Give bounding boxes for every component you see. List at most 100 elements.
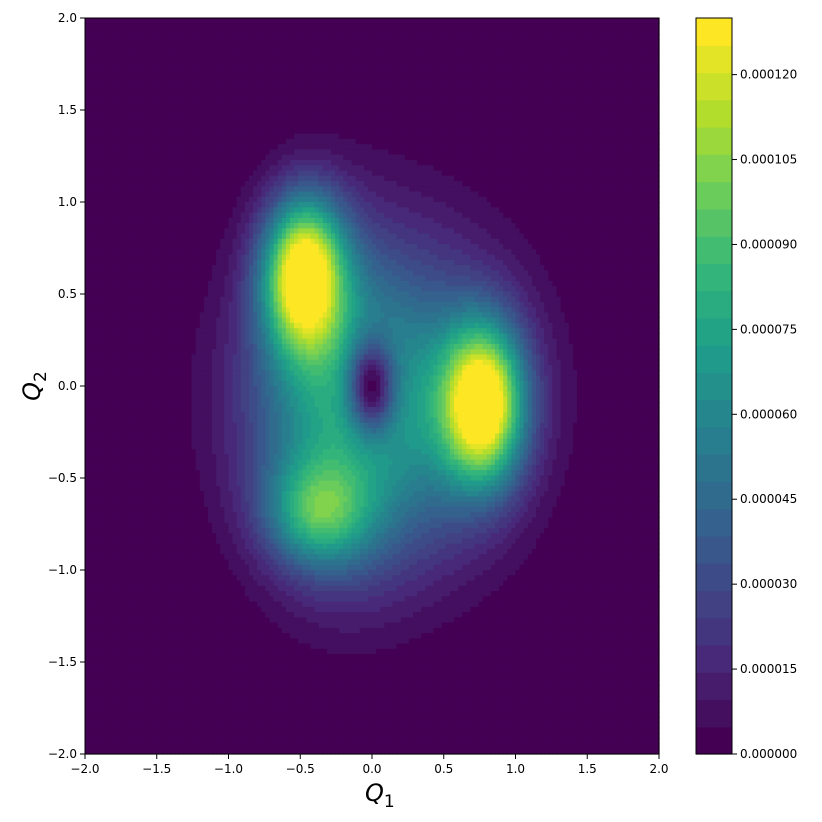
contour-cell — [216, 149, 221, 155]
contour-cell — [159, 570, 164, 576]
contour-cell — [171, 255, 176, 261]
contour-cell — [134, 596, 139, 602]
contour-cell — [183, 349, 188, 355]
contour-cell — [134, 633, 139, 639]
contour-cell — [179, 623, 184, 629]
contour-cell — [163, 265, 168, 271]
contour-cell — [155, 134, 160, 140]
contour-cell — [163, 554, 168, 560]
contour-cell — [220, 449, 225, 455]
contour-cell — [220, 397, 225, 403]
contour-cell — [93, 365, 98, 371]
contour-cell — [175, 538, 180, 544]
contour-cell — [97, 349, 102, 355]
contour-cell — [208, 234, 213, 240]
contour-cell — [208, 76, 213, 82]
contour-cell — [192, 565, 197, 571]
contour-cell — [171, 81, 176, 87]
contour-cell — [183, 686, 188, 692]
contour-cell — [229, 18, 234, 24]
contour-cell — [200, 412, 205, 418]
contour-cell — [147, 307, 152, 313]
contour-cell — [188, 213, 193, 219]
contour-cell — [138, 134, 143, 140]
contour-cell — [200, 675, 205, 681]
contour-cell — [196, 475, 201, 481]
contour-cell — [208, 249, 213, 255]
contour-cell — [142, 107, 147, 113]
contour-cell — [171, 281, 176, 287]
contour-cell — [220, 207, 225, 213]
contour-cell — [192, 696, 197, 702]
contour-cell — [204, 565, 209, 571]
contour-cell — [151, 423, 156, 429]
contour-cell — [229, 149, 234, 155]
contour-cell — [118, 428, 123, 434]
contour-cell — [89, 722, 94, 728]
contour-cell — [138, 29, 143, 35]
contour-cell — [151, 97, 156, 103]
contour-cell — [101, 733, 106, 739]
contour-cell — [196, 60, 201, 66]
contour-cell — [138, 202, 143, 208]
contour-cell — [204, 633, 209, 639]
contour-cell — [134, 496, 139, 502]
contour-cell — [192, 507, 197, 513]
contour-cell — [142, 176, 147, 182]
contour-cell — [212, 454, 217, 460]
contour-cell — [126, 575, 131, 581]
contour-cell — [159, 481, 164, 487]
contour-cell — [106, 123, 111, 129]
contour-cell — [130, 454, 135, 460]
contour-cell — [97, 638, 102, 644]
contour-cell — [126, 628, 131, 634]
contour-cell — [118, 276, 123, 282]
contour-cell — [229, 23, 234, 29]
contour-cell — [171, 507, 176, 513]
contour-cell — [101, 207, 106, 213]
contour-cell — [134, 743, 139, 749]
contour-cell — [110, 113, 115, 119]
contour-cell — [159, 128, 164, 134]
contour-cell — [155, 533, 160, 539]
contour-cell — [179, 449, 184, 455]
contour-cell — [93, 34, 98, 40]
contour-cell — [167, 738, 172, 744]
contour-cell — [142, 207, 147, 213]
contour-cell — [196, 34, 201, 40]
contour-cell — [155, 696, 160, 702]
contour-cell — [106, 76, 111, 82]
contour-cell — [171, 370, 176, 376]
contour-cell — [204, 60, 209, 66]
contour-cell — [126, 34, 131, 40]
contour-cell — [97, 659, 102, 665]
contour-cell — [122, 586, 127, 592]
contour-cell — [171, 391, 176, 397]
contour-cell — [188, 18, 193, 24]
contour-cell — [138, 239, 143, 245]
contour-cell — [220, 433, 225, 439]
contour-cell — [101, 397, 106, 403]
contour-cell — [196, 349, 201, 355]
contour-cell — [147, 170, 152, 176]
contour-cell — [93, 486, 98, 492]
contour-cell — [147, 460, 152, 466]
contour-cell — [200, 617, 205, 623]
contour-cell — [188, 339, 193, 345]
contour-cell — [85, 255, 90, 261]
contour-cell — [212, 581, 217, 587]
contour-cell — [188, 76, 193, 82]
contour-cell — [171, 386, 176, 392]
contour-cell — [163, 696, 168, 702]
contour-cell — [101, 528, 106, 534]
contour-cell — [188, 428, 193, 434]
contour-cell — [163, 686, 168, 692]
contour-cell — [175, 181, 180, 187]
contour-cell — [183, 297, 188, 303]
contour-cell — [212, 665, 217, 671]
contour-cell — [93, 649, 98, 655]
contour-cell — [216, 623, 221, 629]
contour-cell — [134, 218, 139, 224]
contour-cell — [122, 549, 127, 555]
contour-cell — [179, 365, 184, 371]
